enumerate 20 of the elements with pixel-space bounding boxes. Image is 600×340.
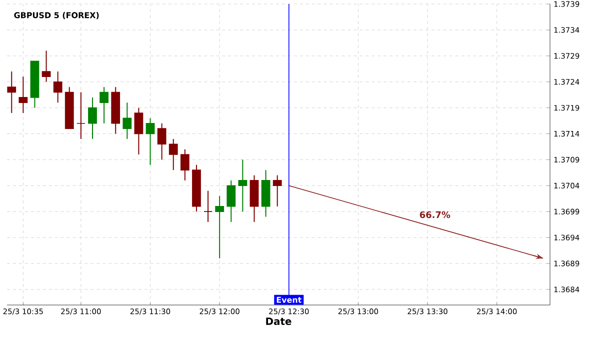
candlestick (226, 180, 236, 222)
annotation: 66.7% (420, 211, 450, 218)
candlestick (204, 190, 212, 222)
candlestick (53, 70, 62, 104)
candlestick (238, 159, 248, 212)
candlestick (18, 76, 28, 114)
candlestick (215, 196, 224, 259)
candlestick (88, 96, 97, 140)
candlestick (76, 92, 86, 140)
candlestick (146, 118, 155, 166)
candlestick (134, 107, 144, 155)
candlestick (122, 102, 132, 140)
candlestick (7, 70, 16, 114)
candlestick (157, 122, 166, 160)
x-axis-title: Date (266, 318, 292, 326)
candlestick (168, 138, 178, 171)
candlestick (180, 148, 190, 181)
candlestick (272, 174, 282, 207)
candlestick (42, 50, 51, 82)
candlestick (100, 86, 108, 124)
